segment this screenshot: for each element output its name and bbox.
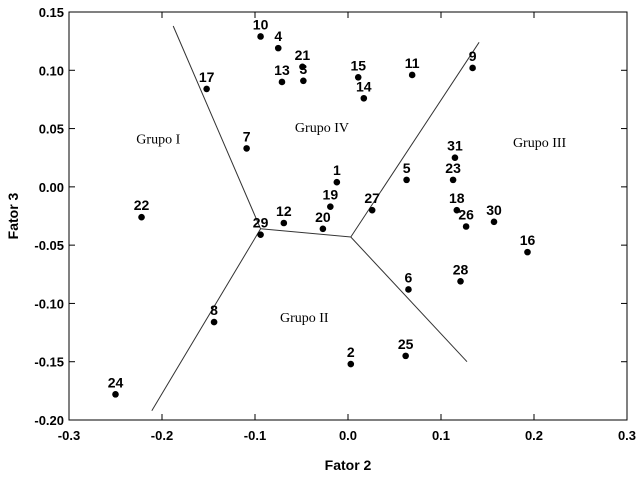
data-point xyxy=(354,73,362,81)
y-tick-label: 0.05 xyxy=(39,122,64,137)
data-point xyxy=(403,176,410,184)
data-point xyxy=(524,248,531,256)
data-point xyxy=(280,219,288,227)
data-point xyxy=(402,352,409,360)
point-label: 8 xyxy=(210,302,218,318)
x-tick-label: -0.2 xyxy=(151,428,173,443)
data-point xyxy=(449,176,457,184)
point-label: 2 xyxy=(347,344,355,360)
x-tick-label: 0.3 xyxy=(618,428,636,443)
data-point xyxy=(203,85,210,93)
group-label: Grupo I xyxy=(136,133,180,148)
data-point xyxy=(210,318,218,326)
y-tick-label: -0.15 xyxy=(34,355,64,370)
y-axis-title: Fator 3 xyxy=(5,192,21,239)
point-label: 9 xyxy=(469,48,477,64)
point-label: 1 xyxy=(333,162,341,178)
x-tick-label: -0.3 xyxy=(58,428,80,443)
data-point xyxy=(462,223,470,230)
data-point xyxy=(257,231,264,238)
y-tick-label: 0.15 xyxy=(39,5,64,20)
x-tick-label: 0.1 xyxy=(432,428,450,443)
point-label: 27 xyxy=(364,190,380,206)
data-point xyxy=(347,360,355,368)
point-label: 7 xyxy=(243,128,251,144)
group-label: Grupo III xyxy=(513,136,567,151)
group-label: Grupo IV xyxy=(295,121,349,136)
point-label: 14 xyxy=(356,78,372,94)
point-label: 21 xyxy=(295,47,311,63)
group-boundary-line xyxy=(350,236,468,363)
point-label: 5 xyxy=(403,160,411,176)
point-label: 20 xyxy=(315,209,331,225)
group-boundary-lines xyxy=(151,25,480,411)
point-label: 18 xyxy=(449,190,465,206)
point-label: 29 xyxy=(253,215,269,231)
point-label: 30 xyxy=(486,202,502,218)
data-point xyxy=(451,154,459,162)
y-tick-label: -0.20 xyxy=(34,413,64,428)
group-labels: Grupo I Grupo IV Grupo III Grupo II xyxy=(136,121,566,326)
point-label: 22 xyxy=(134,197,150,213)
point-label: 6 xyxy=(405,269,413,285)
group-label: Grupo II xyxy=(280,311,329,326)
x-tick-label: 0.0 xyxy=(339,428,357,443)
point-label: 13 xyxy=(274,62,290,78)
point-label: 26 xyxy=(458,206,474,222)
data-point xyxy=(243,145,250,152)
point-label: 15 xyxy=(350,57,366,73)
data-points: 1234567891011121314151617181920212223242… xyxy=(108,16,536,398)
data-point xyxy=(368,206,376,214)
point-label: 25 xyxy=(398,336,414,352)
point-label: 12 xyxy=(276,203,292,219)
x-tick-label: -0.1 xyxy=(244,428,266,443)
data-point xyxy=(274,44,282,52)
point-label: 31 xyxy=(447,138,463,154)
point-label: 24 xyxy=(108,374,124,390)
point-label: 16 xyxy=(520,232,536,248)
point-label: 19 xyxy=(323,187,339,203)
y-tick-label: 0.10 xyxy=(39,63,64,78)
data-point xyxy=(319,225,327,233)
data-point xyxy=(138,213,145,221)
data-point xyxy=(469,64,476,72)
data-point xyxy=(333,178,341,186)
data-point xyxy=(408,71,416,79)
point-label: 11 xyxy=(405,55,420,71)
point-label: 4 xyxy=(274,28,282,44)
data-point xyxy=(457,277,464,285)
data-point xyxy=(453,206,461,214)
y-tick-label: -0.05 xyxy=(34,238,64,253)
data-point xyxy=(112,391,119,398)
data-point xyxy=(327,203,334,210)
data-point xyxy=(360,94,368,102)
x-tick-label: 0.2 xyxy=(525,428,543,443)
y-tick-label: 0.00 xyxy=(39,180,64,195)
point-label: 17 xyxy=(199,69,215,85)
point-label: 23 xyxy=(445,160,461,176)
data-point xyxy=(405,286,412,293)
x-axis-ticks: -0.3 -0.2 -0.1 0.0 0.1 0.2 0.3 xyxy=(58,12,636,443)
y-axis-ticks: 0.15 0.10 0.05 0.00 -0.05 -0.10 -0.15 -0.20 xyxy=(34,5,627,428)
data-point xyxy=(299,63,306,71)
data-point xyxy=(278,78,286,86)
data-point xyxy=(300,77,307,85)
point-label: 10 xyxy=(253,16,269,32)
data-point xyxy=(490,218,498,226)
point-label: 28 xyxy=(453,261,469,277)
x-axis-title: Fator 2 xyxy=(325,457,372,473)
data-point xyxy=(257,33,264,40)
y-tick-label: -0.10 xyxy=(34,296,64,311)
